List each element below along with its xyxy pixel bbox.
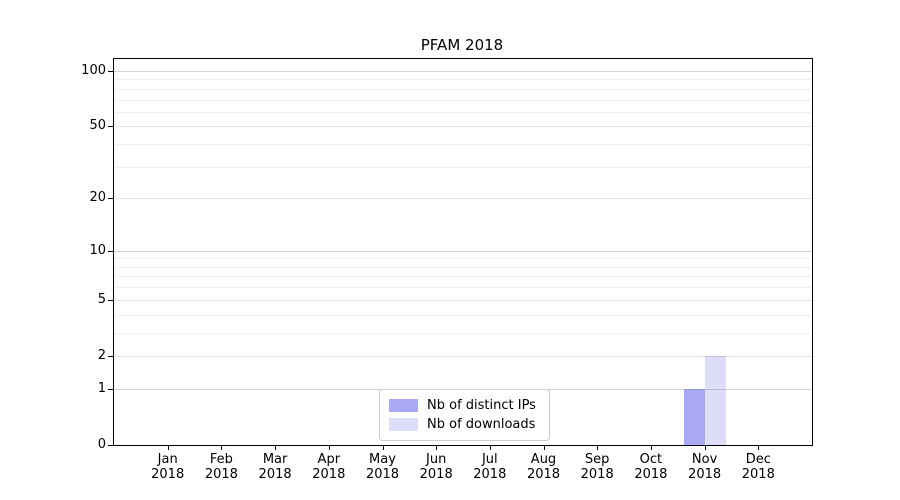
x-tick-month-text: Jul: [481, 452, 498, 467]
gridline-y-20: [114, 198, 812, 200]
x-tick-may: [382, 445, 384, 450]
x-tick-month-text: Nov: [691, 452, 718, 467]
x-tick-month-text: Jun: [426, 452, 447, 467]
x-tick-year-text: 2018: [204, 467, 238, 482]
gridline-y-3: [114, 332, 812, 334]
x-tick-month-text: Mar: [262, 452, 288, 467]
x-tick-year-text: 2018: [526, 467, 561, 482]
y-tick-label-1: 1: [97, 380, 106, 396]
x-tick-label-jul: Jul 2018: [463, 452, 517, 482]
x-tick-label-nov: Nov 2018: [678, 452, 732, 482]
chart-title: PFAM 2018: [420, 36, 504, 54]
y-tick-label-20: 20: [89, 190, 106, 206]
distinct-ips-swatch-icon: [389, 399, 418, 412]
x-tick-jan: [167, 445, 169, 450]
x-tick-month-text: Aug: [530, 452, 557, 467]
gridline-y-10: [114, 250, 812, 252]
x-tick-oct: [650, 445, 652, 450]
y-tick-label-2: 2: [97, 348, 106, 363]
legend-item-distinct-ips: Nb of distinct IPs: [389, 396, 540, 415]
x-tick-jul: [489, 445, 491, 450]
y-tick-20: [108, 198, 113, 200]
gridline-y-50: [114, 126, 812, 128]
gridline-y-7: [114, 276, 812, 278]
x-tick-month-text: Jan: [157, 452, 178, 467]
y-tick-label-5: 5: [97, 291, 106, 307]
x-tick-month-text: Oct: [639, 452, 663, 467]
y-tick-0: [108, 445, 113, 446]
y-tick-label-0: 0: [97, 437, 106, 452]
y-tick-1: [108, 388, 113, 390]
y-tick-label-50: 50: [89, 118, 106, 134]
gridline-y-40: [114, 144, 812, 145]
x-tick-year-text: 2018: [688, 467, 722, 482]
gridline-y-4: [114, 314, 812, 316]
bar-nb-of-distinct-ips-nov: [683, 388, 705, 445]
x-tick-dec: [758, 445, 760, 450]
gridline-y-90: [114, 79, 812, 81]
x-tick-sep: [597, 445, 599, 450]
x-tick-month-text: Sep: [584, 452, 610, 467]
gridline-y-6: [114, 287, 812, 289]
legend: Nb of distinct IPs Nb of downloads: [379, 389, 550, 441]
gridline-y-100: [114, 70, 812, 72]
x-tick-month-text: Apr: [317, 452, 341, 467]
y-tick-label-10: 10: [89, 242, 106, 258]
gridline-y-30: [114, 166, 812, 168]
x-tick-feb: [221, 445, 223, 450]
gridline-y-1: [114, 388, 812, 390]
y-tick-label-100: 100: [81, 62, 106, 78]
plot-area: Nb of distinct IPs Nb of downloads 0 1 2 5 1…: [81, 58, 813, 482]
x-tick-label-apr: Apr 2018: [302, 452, 356, 482]
gridline-y-8: [114, 266, 812, 268]
x-tick-month-text: Dec: [745, 452, 771, 467]
x-tick-month-text: Feb: [209, 452, 233, 467]
gridline-y-2: [114, 356, 812, 357]
x-tick-aug: [543, 445, 545, 450]
x-tick-month-text: May: [369, 452, 396, 467]
x-tick-year-text: 2018: [365, 467, 400, 482]
x-tick-year-text: 2018: [419, 467, 453, 482]
downloads-swatch-icon: [389, 418, 418, 431]
y-tick-5: [108, 299, 113, 301]
legend-label-distinct-ips: Nb of distinct IPs: [427, 398, 536, 413]
y-tick-100: [108, 70, 113, 72]
y-tick-10: [108, 250, 113, 252]
x-tick-mar: [275, 445, 277, 450]
x-tick-jun: [436, 445, 438, 450]
gridline-y-80: [114, 88, 812, 90]
bar-nb-of-downloads-nov: [704, 356, 726, 445]
gridline-y-60: [114, 111, 812, 113]
x-tick-year-text: 2018: [473, 467, 507, 482]
x-tick-apr: [328, 445, 330, 450]
gridline-y-70: [114, 99, 812, 101]
x-tick-year-text: 2018: [258, 467, 292, 482]
x-tick-label-oct: Oct 2018: [624, 452, 678, 482]
x-tick-year-text: 2018: [741, 467, 775, 482]
x-tick-year-text: 2018: [634, 467, 668, 482]
legend-label-downloads: Nb of downloads: [427, 417, 536, 432]
x-tick-year-text: 2018: [312, 467, 346, 482]
x-tick-label-feb: Feb 2018: [194, 452, 248, 482]
x-tick-label-aug: Aug 2018: [517, 452, 571, 482]
x-tick-label-mar: Mar 2018: [248, 452, 302, 482]
x-tick-label-sep: Sep 2018: [570, 452, 624, 482]
gridline-y-9: [114, 258, 812, 260]
y-tick-2: [108, 356, 113, 357]
x-tick-year-text: 2018: [580, 467, 614, 482]
x-tick-label-jan: Jan 2018: [141, 452, 195, 482]
x-tick-nov: [704, 445, 706, 450]
x-tick-year-text: 2018: [151, 467, 185, 482]
y-tick-50: [108, 126, 113, 128]
x-tick-label-may: May 2018: [356, 452, 410, 482]
x-tick-label-jun: Jun 2018: [409, 452, 463, 482]
x-tick-label-dec: Dec 2018: [731, 452, 785, 482]
legend-item-downloads: Nb of downloads: [389, 415, 540, 434]
gridline-y-5: [114, 299, 812, 301]
